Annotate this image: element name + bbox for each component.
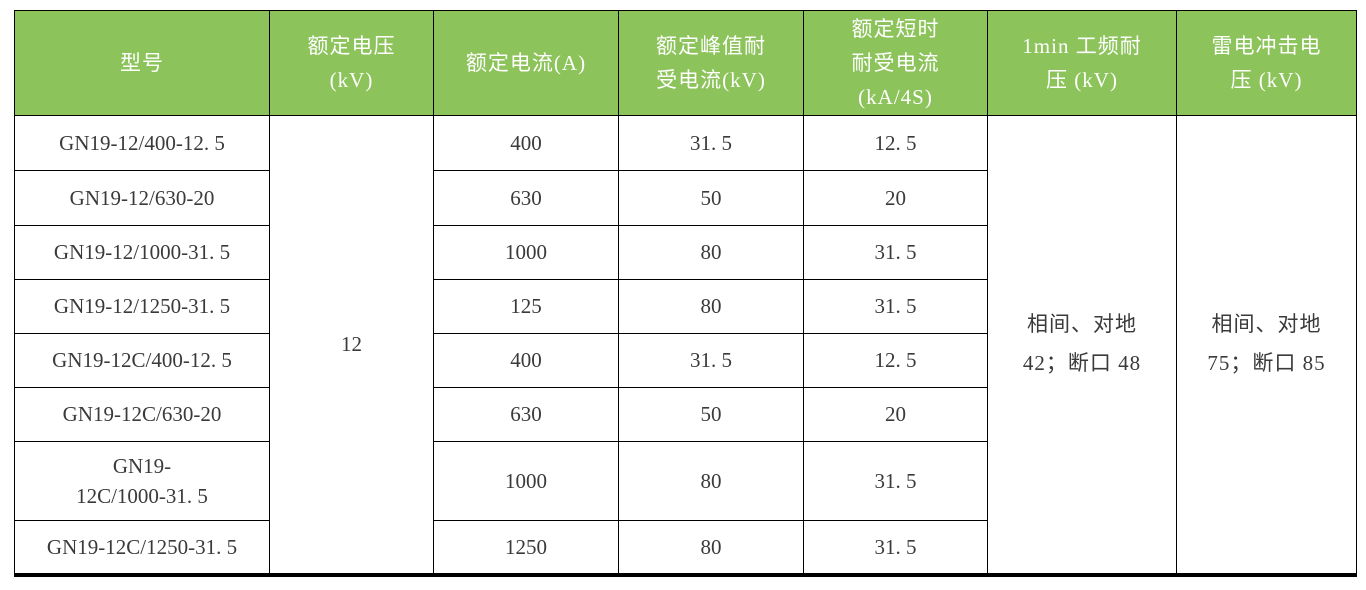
model-cell: GN19-12/630-20	[14, 170, 270, 226]
current-cell: 400	[433, 333, 619, 388]
table-row: GN19- 12C/1000-31. 5 1000 80 31. 5	[14, 441, 1357, 521]
header-lightning-impulse: 雷电冲击电 压 (kV)	[1176, 10, 1357, 116]
model-cell: GN19-12/400-12. 5	[14, 115, 270, 171]
short-time-cell: 31. 5	[803, 225, 988, 280]
short-time-cell: 12. 5	[803, 333, 988, 388]
peak-cell: 50	[618, 387, 804, 442]
peak-cell: 80	[618, 520, 804, 575]
table-row: GN19-12C/1250-31. 5 1250 80 31. 5	[14, 520, 1357, 575]
model-cell: GN19-12C/630-20	[14, 387, 270, 442]
current-cell: 1250	[433, 520, 619, 575]
peak-cell: 31. 5	[618, 333, 804, 388]
short-time-cell: 31. 5	[803, 520, 988, 575]
page: 型号 额定电压 (kV) 额定电流(A) 额定峰值耐 受电流(kV) 额定短时 …	[14, 10, 1357, 577]
peak-cell: 80	[618, 441, 804, 521]
spec-table: 型号 额定电压 (kV) 额定电流(A) 额定峰值耐 受电流(kV) 额定短时 …	[14, 10, 1357, 577]
current-cell: 125	[433, 279, 619, 334]
current-cell: 630	[433, 387, 619, 442]
header-row: 型号 额定电压 (kV) 额定电流(A) 额定峰值耐 受电流(kV) 额定短时 …	[14, 10, 1357, 116]
peak-cell: 31. 5	[618, 115, 804, 171]
header-rated-voltage: 额定电压 (kV)	[269, 10, 434, 116]
header-rated-current: 额定电流(A)	[433, 10, 619, 116]
model-cell: GN19-12/1250-31. 5	[14, 279, 270, 334]
table-row: GN19-12/1250-31. 5 125 80 31. 5	[14, 279, 1357, 334]
short-time-cell: 31. 5	[803, 441, 988, 521]
header-peak-withstand-current: 额定峰值耐 受电流(kV)	[618, 10, 804, 116]
current-cell: 400	[433, 115, 619, 171]
model-cell: GN19- 12C/1000-31. 5	[14, 441, 270, 521]
table-row: GN19-12/630-20 630 50 20	[14, 170, 1357, 226]
short-time-cell: 12. 5	[803, 115, 988, 171]
table-row: GN19-12C/630-20 630 50 20	[14, 387, 1357, 442]
current-cell: 1000	[433, 441, 619, 521]
peak-cell: 80	[618, 225, 804, 280]
header-model: 型号	[14, 10, 270, 116]
model-cell: GN19-12C/1250-31. 5	[14, 520, 270, 575]
header-short-time-withstand-current: 额定短时 耐受电流 (kA/4S)	[803, 10, 988, 116]
rated-voltage-merged-cell: 12	[269, 115, 434, 575]
table-row: GN19-12/400-12. 5 12 400 31. 5 12. 5 相间、…	[14, 115, 1357, 575]
current-cell: 1000	[433, 225, 619, 280]
header-power-frequency-withstand: 1min 工频耐 压 (kV)	[987, 10, 1177, 116]
short-time-cell: 31. 5	[803, 279, 988, 334]
lightning-impulse-merged-cell: 相间、对地 75；断口 85	[1176, 115, 1357, 575]
short-time-cell: 20	[803, 387, 988, 442]
peak-cell: 50	[618, 170, 804, 226]
current-cell: 630	[433, 170, 619, 226]
table-row: GN19-12C/400-12. 5 400 31. 5 12. 5	[14, 333, 1357, 388]
peak-cell: 80	[618, 279, 804, 334]
power-frequency-merged-cell: 相间、对地 42；断口 48	[987, 115, 1177, 575]
model-cell: GN19-12/1000-31. 5	[14, 225, 270, 280]
short-time-cell: 20	[803, 170, 988, 226]
model-cell: GN19-12C/400-12. 5	[14, 333, 270, 388]
table-row: GN19-12/1000-31. 5 1000 80 31. 5	[14, 225, 1357, 280]
